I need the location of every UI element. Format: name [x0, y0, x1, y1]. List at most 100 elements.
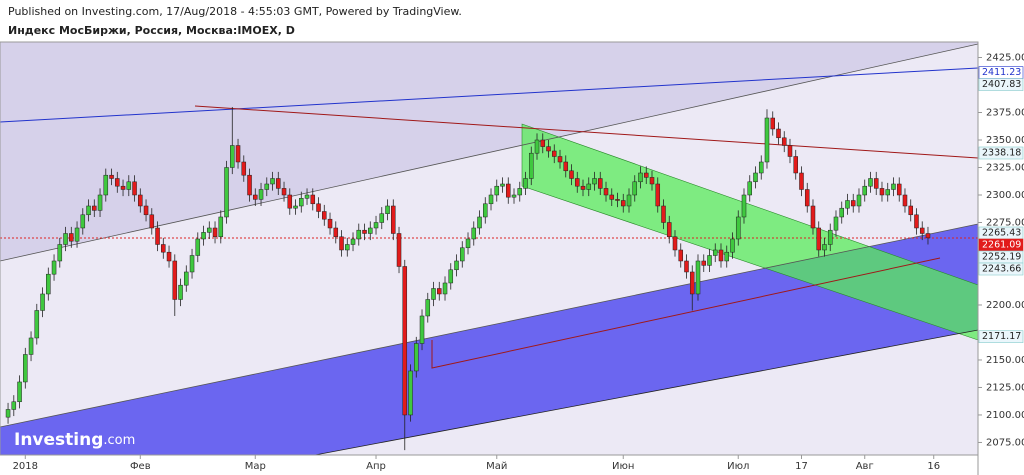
candle-body — [546, 146, 551, 152]
candle-body — [804, 189, 810, 207]
candle-body — [247, 174, 252, 196]
y-tick-label: 2350.00 — [986, 135, 1024, 146]
candle-body — [730, 238, 735, 253]
x-tick-label: 2018 — [13, 461, 38, 472]
candle-body — [201, 232, 206, 240]
watermark-suffix: .com — [103, 433, 135, 448]
candle-body — [184, 271, 189, 286]
candle-body — [603, 188, 609, 196]
candle-body — [615, 199, 620, 201]
price-tag — [978, 78, 1024, 91]
x-tick-label: 17 — [795, 461, 808, 472]
candle-body — [172, 260, 178, 300]
x-tick-label: Май — [486, 461, 507, 472]
candle-body — [379, 213, 385, 223]
candle-body — [46, 273, 51, 295]
candle-body — [310, 194, 316, 205]
candle-body — [586, 183, 592, 190]
y-tick-label: 2200.00 — [986, 300, 1024, 311]
candle-body — [402, 266, 408, 416]
blue-channel — [0, 224, 978, 455]
candle-body — [80, 214, 86, 229]
trend-line — [0, 43, 979, 262]
candle-body — [816, 227, 821, 251]
candle-body — [241, 161, 247, 176]
candle-body — [350, 238, 356, 245]
candle-body — [879, 188, 885, 196]
candle-body — [914, 214, 919, 229]
candle-body — [253, 194, 258, 200]
candle-body — [724, 251, 730, 262]
candle-body — [643, 172, 649, 178]
candle-body — [707, 255, 712, 266]
candle-body — [74, 227, 80, 242]
y-tick-label: 2125.00 — [986, 382, 1024, 393]
candle-body — [609, 194, 615, 200]
candle-body — [505, 183, 511, 198]
candle-body — [454, 260, 459, 271]
candle-body — [396, 233, 402, 267]
upper-zone — [0, 42, 978, 261]
candle-body — [534, 139, 540, 154]
candle-body — [494, 185, 500, 196]
candle-body — [764, 117, 770, 163]
candle-body — [138, 194, 143, 207]
candle-body — [339, 236, 344, 251]
candle-body — [373, 222, 379, 229]
candle-body — [264, 183, 270, 190]
candle-body — [431, 288, 436, 300]
candle-body — [523, 178, 528, 189]
x-tick-label: Авг — [856, 461, 874, 472]
candle-body — [620, 200, 626, 207]
candle-body — [166, 251, 172, 262]
price-tag-label: 2252.19 — [982, 252, 1021, 263]
candle-body — [776, 128, 781, 139]
y-tick-label: 2150.00 — [986, 355, 1024, 366]
candle-body — [626, 194, 632, 207]
candle-body — [362, 229, 367, 234]
candle-body — [92, 205, 97, 211]
candle-body — [908, 205, 913, 216]
watermark: Investing.com — [14, 430, 135, 450]
published-note: Published on Investing.com, 17/Aug/2018 … — [8, 5, 462, 18]
candle-body — [661, 205, 666, 223]
candle-body — [276, 178, 281, 189]
axes: 2425.00 2375.00 2350.00 2325.00 2300.00 2275.… — [0, 42, 1024, 475]
candle-body — [322, 211, 327, 220]
candle-body — [747, 181, 753, 196]
candle-body — [695, 260, 701, 295]
candle-body — [5, 409, 11, 418]
candle-body — [868, 178, 873, 187]
candle-body — [839, 207, 844, 218]
x-tick-label: Июн — [612, 461, 634, 472]
candle-body — [224, 167, 229, 218]
candle-body — [281, 188, 287, 196]
candle-body — [638, 172, 643, 183]
candle-body — [103, 174, 109, 196]
candle-body — [850, 200, 856, 207]
candle-body — [419, 315, 425, 344]
candle-body — [483, 203, 488, 218]
candle-body — [488, 194, 494, 205]
candle-body — [34, 310, 40, 339]
candle-body — [460, 247, 465, 262]
candle-body — [753, 172, 758, 183]
candle-body — [833, 216, 839, 231]
candle-body — [758, 161, 764, 174]
price-tag — [978, 262, 1024, 276]
candle-body — [132, 181, 137, 196]
blue-trend-line — [0, 67, 979, 123]
red-trend-line — [431, 257, 941, 369]
candle-body — [316, 203, 321, 212]
candle-body — [672, 236, 678, 251]
candle-body — [28, 337, 34, 355]
watermark-brand: Investing — [14, 430, 103, 450]
candle-body — [149, 214, 155, 229]
candle-body — [143, 205, 149, 216]
candle-body — [465, 238, 471, 249]
candle-body — [896, 183, 902, 196]
candle-body — [678, 249, 684, 262]
candle-body — [632, 181, 638, 196]
candle-body — [287, 194, 293, 209]
candle-body — [230, 145, 235, 168]
